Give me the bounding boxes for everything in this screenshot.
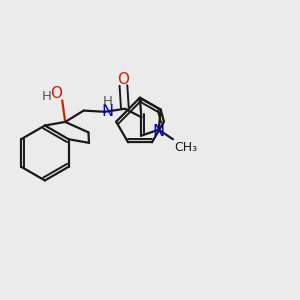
Text: O: O bbox=[117, 72, 129, 87]
Text: H: H bbox=[42, 90, 52, 103]
Text: H: H bbox=[103, 95, 112, 108]
Text: N: N bbox=[101, 104, 114, 119]
Text: CH₃: CH₃ bbox=[175, 141, 198, 154]
Text: N: N bbox=[153, 124, 165, 139]
Text: O: O bbox=[50, 86, 61, 101]
